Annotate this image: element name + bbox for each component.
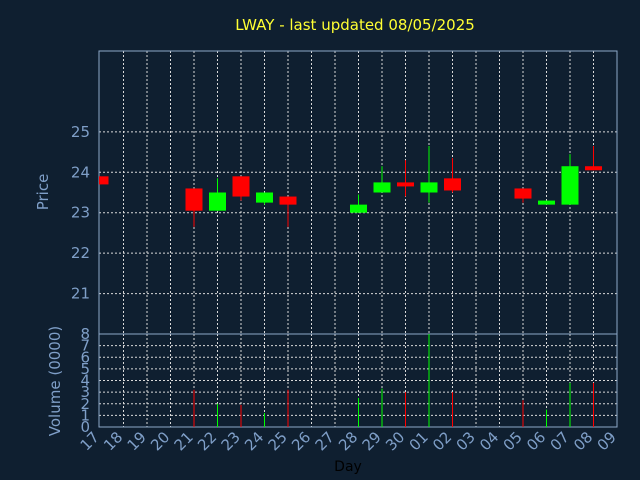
x-tick-label: 06	[523, 428, 549, 454]
candle-body	[397, 182, 414, 187]
price-tick-label: 25	[71, 123, 90, 141]
volume-tick-label: 7	[80, 337, 90, 355]
x-tick-label: 23	[218, 428, 244, 454]
volume-tick-label: 6	[80, 348, 90, 366]
x-tick-label: 25	[265, 428, 291, 454]
x-tick-label: 09	[594, 428, 620, 454]
price-tick-label: 23	[71, 204, 90, 222]
volume-tick-label: 5	[80, 360, 90, 378]
x-tick-label: 18	[100, 428, 126, 454]
volume-tick-label: 8	[80, 325, 90, 343]
x-tick-label: 20	[147, 428, 173, 454]
candle-body	[350, 204, 367, 213]
candle-body	[373, 182, 391, 193]
candles-layer	[99, 146, 602, 227]
candle-body	[279, 196, 297, 205]
volume-axis-label: Volume (0000)	[46, 326, 64, 436]
x-tick-label: 02	[429, 428, 455, 454]
price-axis-label: Price	[34, 174, 52, 211]
x-tick-label: 28	[335, 428, 361, 454]
price-tick-label: 22	[71, 244, 90, 262]
candle-body	[585, 166, 602, 171]
x-tick-label: 22	[194, 428, 220, 454]
x-tick-label: 04	[476, 428, 502, 454]
x-tick-label: 01	[406, 428, 432, 454]
volume-bars-layer	[193, 334, 594, 427]
x-tick-label: 30	[382, 428, 408, 454]
price-tick-label: 24	[71, 163, 90, 181]
candle-body	[256, 192, 273, 203]
x-tick-label: 29	[359, 428, 385, 454]
x-tick-label: 27	[312, 428, 338, 454]
volume-tick-label: 2	[80, 395, 90, 413]
candle-body	[99, 176, 109, 185]
x-tick-label: 08	[570, 428, 596, 454]
candle-body	[444, 178, 461, 191]
volume-tick-label: 3	[80, 383, 90, 401]
chart-title: LWAY - last updated 08/05/2025	[235, 16, 475, 34]
volume-tick-label: 4	[80, 372, 90, 390]
x-ticks: 1718192021222324252627282930010203040506…	[77, 428, 620, 454]
x-tick-label: 07	[547, 428, 573, 454]
x-tick-label: 26	[288, 428, 314, 454]
x-tick-label: 21	[171, 428, 197, 454]
price-grid	[99, 51, 617, 334]
candle-body	[538, 200, 555, 205]
x-tick-label: 05	[500, 428, 526, 454]
candle-body	[232, 176, 250, 197]
volume-tick-label: 0	[80, 418, 90, 436]
candle-body	[514, 188, 532, 199]
volume-tick-label: 1	[80, 406, 90, 424]
x-tick-label: 03	[453, 428, 479, 454]
x-tick-label: 24	[241, 428, 267, 454]
x-tick-label: 19	[124, 428, 150, 454]
candle-body	[185, 188, 203, 211]
x-axis-label: Day	[334, 459, 362, 475]
price-tick-label: 21	[71, 285, 90, 303]
candle-body	[420, 182, 438, 193]
candle-body	[209, 192, 226, 211]
price-ticks: 21 22 23 24 25	[71, 123, 90, 303]
candle-body	[561, 166, 579, 205]
